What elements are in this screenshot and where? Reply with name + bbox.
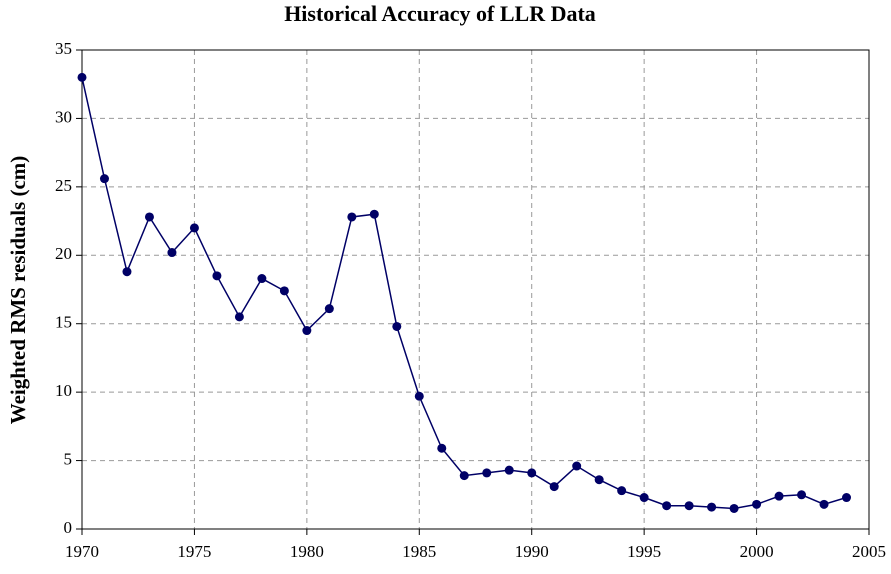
data-point	[707, 502, 717, 512]
data-point	[504, 465, 514, 475]
data-point	[797, 490, 807, 500]
y-tick-label: 5	[64, 449, 73, 468]
y-tick-label: 25	[55, 176, 72, 195]
data-point	[549, 482, 559, 492]
data-point	[819, 499, 829, 509]
x-tick-label: 2000	[740, 542, 774, 561]
data-point	[347, 212, 357, 222]
y-tick-label: 20	[55, 244, 72, 263]
data-point	[167, 248, 177, 258]
x-tick-label: 1990	[515, 542, 549, 561]
data-point	[729, 503, 739, 513]
data-point	[257, 274, 267, 284]
data-point	[639, 493, 649, 503]
plot-frame	[81, 49, 870, 530]
x-tick-label: 1980	[290, 542, 324, 561]
data-point	[122, 267, 132, 277]
data-point	[212, 271, 222, 281]
data-point	[662, 501, 672, 511]
data-point	[527, 468, 537, 478]
data-point	[482, 468, 492, 478]
data-point	[572, 461, 582, 471]
data-point	[774, 491, 784, 501]
x-tick-label: 1995	[627, 542, 661, 561]
data-point	[369, 209, 379, 219]
data-point	[324, 304, 334, 314]
data-point	[189, 223, 199, 233]
data-line	[81, 77, 847, 510]
y-axis-label: Weighted RMS residuals (cm)	[6, 156, 30, 425]
y-tick-label: 10	[55, 381, 72, 400]
data-point	[437, 443, 447, 453]
y-tick-label: 15	[55, 313, 72, 332]
data-point	[752, 499, 762, 509]
y-tick-label: 30	[55, 107, 72, 126]
x-tick-label: 1975	[177, 542, 211, 561]
data-point	[617, 486, 627, 496]
data-point	[684, 501, 694, 511]
data-point	[392, 321, 402, 331]
data-point	[279, 286, 289, 296]
data-point	[99, 174, 109, 184]
data-point	[594, 475, 604, 485]
x-tick-label: 2005	[852, 542, 886, 561]
data-point	[842, 493, 852, 503]
chart-title: Historical Accuracy of LLR Data	[284, 1, 596, 26]
data-point	[234, 312, 244, 322]
y-tick-label: 0	[64, 518, 73, 537]
x-tick-label: 1985	[402, 542, 436, 561]
x-tick-label: 1970	[65, 542, 99, 561]
y-tick-label: 35	[55, 39, 72, 58]
data-point	[414, 391, 424, 401]
data-point	[77, 72, 87, 82]
data-point	[459, 471, 469, 481]
data-point	[302, 326, 312, 336]
data-point	[144, 212, 154, 222]
